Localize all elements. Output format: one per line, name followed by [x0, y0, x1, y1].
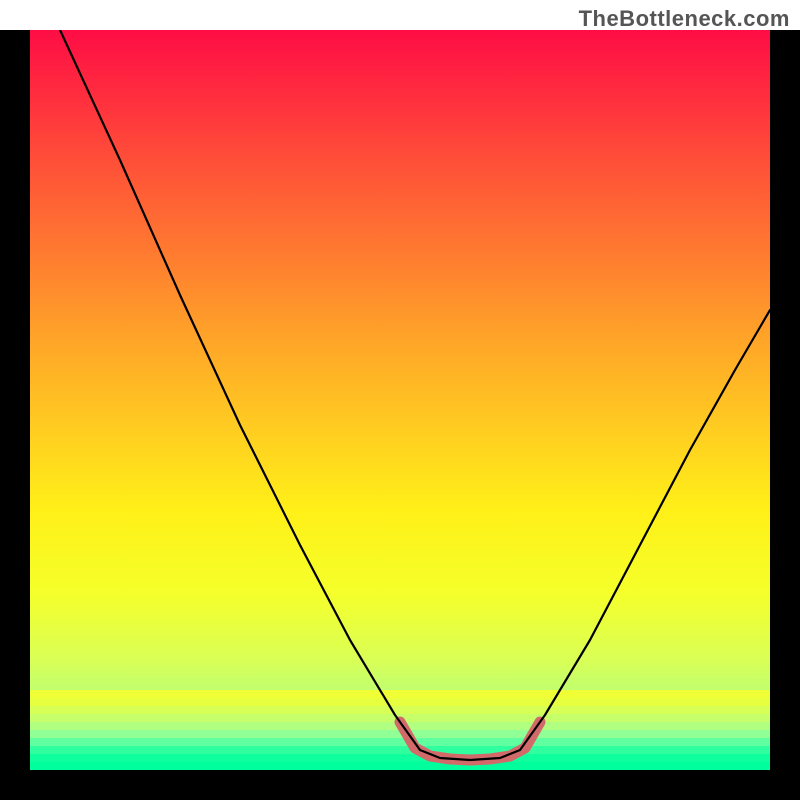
watermark-text: TheBottleneck.com — [579, 6, 790, 32]
bottleneck-chart: TheBottleneck.com — [0, 0, 800, 800]
chart-canvas — [0, 0, 800, 800]
